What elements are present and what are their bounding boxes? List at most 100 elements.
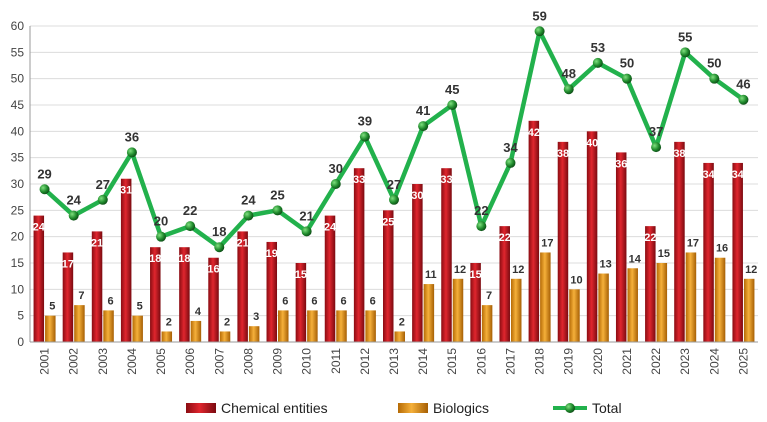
- bar-chemical: [33, 215, 45, 342]
- data-label-biologics: 12: [454, 264, 466, 276]
- bar-chemical: [91, 231, 103, 342]
- bar-biologics: [627, 268, 638, 342]
- data-label-total: 29: [37, 166, 51, 181]
- data-label-biologics: 6: [370, 295, 376, 307]
- y-tick-label: 60: [11, 19, 25, 33]
- data-label-biologics: 17: [541, 237, 553, 249]
- x-tick-label: 2005: [154, 348, 168, 375]
- legend-swatch-chemical: [186, 403, 216, 413]
- bar-chemical: [674, 141, 685, 342]
- point-total: [389, 194, 399, 205]
- point-total: [680, 47, 691, 58]
- point-total: [126, 147, 137, 158]
- point-total: [185, 221, 196, 232]
- point-total: [39, 184, 50, 195]
- data-label-biologics: 12: [512, 264, 524, 276]
- total-line: 29 24 27 36 20 22 18 24 25 21 30 39 27 41 45 22 34 59 48 53…: [37, 8, 751, 253]
- bar-biologics: [132, 315, 143, 342]
- data-label-chemical: 19: [266, 248, 278, 260]
- x-tick-label: 2007: [212, 348, 226, 375]
- x-tick-label: 2023: [678, 348, 692, 375]
- line-total: [43, 29, 745, 250]
- data-label-total: 37: [649, 124, 663, 139]
- x-tick-label: 2013: [387, 348, 401, 375]
- x-tick-label: 2009: [271, 348, 285, 375]
- bar-chemical: [732, 162, 743, 342]
- data-label-total: 55: [678, 29, 692, 44]
- x-tick-label: 2011: [329, 348, 343, 374]
- bar-chemical: [586, 131, 598, 342]
- legend-label-total: Total: [592, 400, 622, 416]
- data-label-chemical: 34: [702, 169, 715, 181]
- y-tick-label: 10: [11, 282, 25, 296]
- point-total: [418, 121, 429, 132]
- data-label-total: 39: [358, 114, 372, 129]
- data-label-biologics: 13: [599, 259, 611, 271]
- y-axis: 0 5 10 15 20 25 30 35 40 45 50 55 60: [11, 19, 31, 349]
- point-total: [621, 73, 632, 84]
- data-label-total: 59: [532, 8, 546, 23]
- bar-chemical: [208, 257, 219, 342]
- bar-chemical: [383, 210, 394, 342]
- point-total: [534, 26, 545, 37]
- x-tick-label: 2018: [533, 348, 547, 375]
- data-label-biologics: 15: [658, 248, 670, 260]
- data-label-total: 27: [387, 177, 401, 192]
- x-tick-label: 2024: [707, 348, 721, 375]
- bar-chemical: [557, 141, 569, 342]
- data-label-total: 45: [445, 82, 459, 97]
- data-label-chemical: 22: [499, 232, 511, 244]
- legend: Chemical entities Biologics Total: [186, 400, 622, 416]
- point-total: [214, 242, 225, 253]
- y-tick-label: 20: [11, 230, 25, 244]
- y-tick-label: 55: [11, 45, 25, 59]
- bar-chemical: [295, 263, 307, 342]
- y-tick-label: 40: [11, 124, 25, 138]
- bar-biologics: [161, 331, 173, 342]
- bar-chemical: [615, 152, 627, 342]
- point-total: [272, 205, 283, 216]
- y-tick-label: 0: [17, 335, 24, 349]
- bar-biologics: [248, 326, 260, 342]
- data-label-biologics: 17: [687, 237, 699, 249]
- data-label-chemical: 17: [62, 258, 74, 270]
- x-tick-label: 2001: [38, 348, 52, 375]
- bar-chemical: [499, 226, 510, 342]
- y-tick-label: 5: [17, 309, 24, 323]
- x-tick-label: 2019: [562, 348, 576, 375]
- data-label-total: 50: [620, 56, 634, 71]
- bar-biologics: [685, 252, 697, 342]
- point-total: [709, 73, 720, 84]
- y-tick-label: 25: [11, 203, 25, 217]
- x-tick-label: 2014: [416, 348, 430, 375]
- bar-biologics: [307, 310, 318, 342]
- data-label-chemical: 22: [644, 232, 656, 244]
- data-label-biologics: 11: [425, 269, 437, 281]
- data-label-biologics: 14: [629, 253, 642, 265]
- point-total: [301, 226, 312, 237]
- bar-biologics: [598, 273, 609, 342]
- x-tick-label: 2008: [241, 348, 255, 375]
- x-tick-label: 2010: [300, 348, 314, 375]
- data-label-biologics: 2: [399, 316, 405, 328]
- data-label-total: 20: [154, 214, 168, 229]
- data-label-chemical: 21: [237, 237, 249, 249]
- data-label-chemical: 31: [120, 185, 132, 197]
- bar-chemical: [324, 215, 336, 342]
- data-label-chemical: 36: [615, 158, 627, 170]
- data-label-total: 41: [416, 103, 430, 118]
- data-label-biologics: 6: [107, 295, 113, 307]
- bar-biologics: [394, 331, 405, 342]
- data-label-total: 27: [96, 177, 110, 192]
- data-label-biologics: 10: [570, 274, 582, 286]
- y-tick-label: 45: [11, 98, 25, 112]
- point-total: [447, 100, 458, 110]
- data-label-total: 34: [503, 140, 518, 155]
- point-total: [243, 210, 254, 221]
- data-label-chemical: 25: [382, 216, 394, 228]
- point-total: [651, 142, 662, 153]
- bar-chemical: [353, 168, 365, 342]
- data-label-chemical: 30: [411, 190, 423, 202]
- bar-biologics: [336, 310, 347, 342]
- data-label-total: 48: [561, 66, 575, 81]
